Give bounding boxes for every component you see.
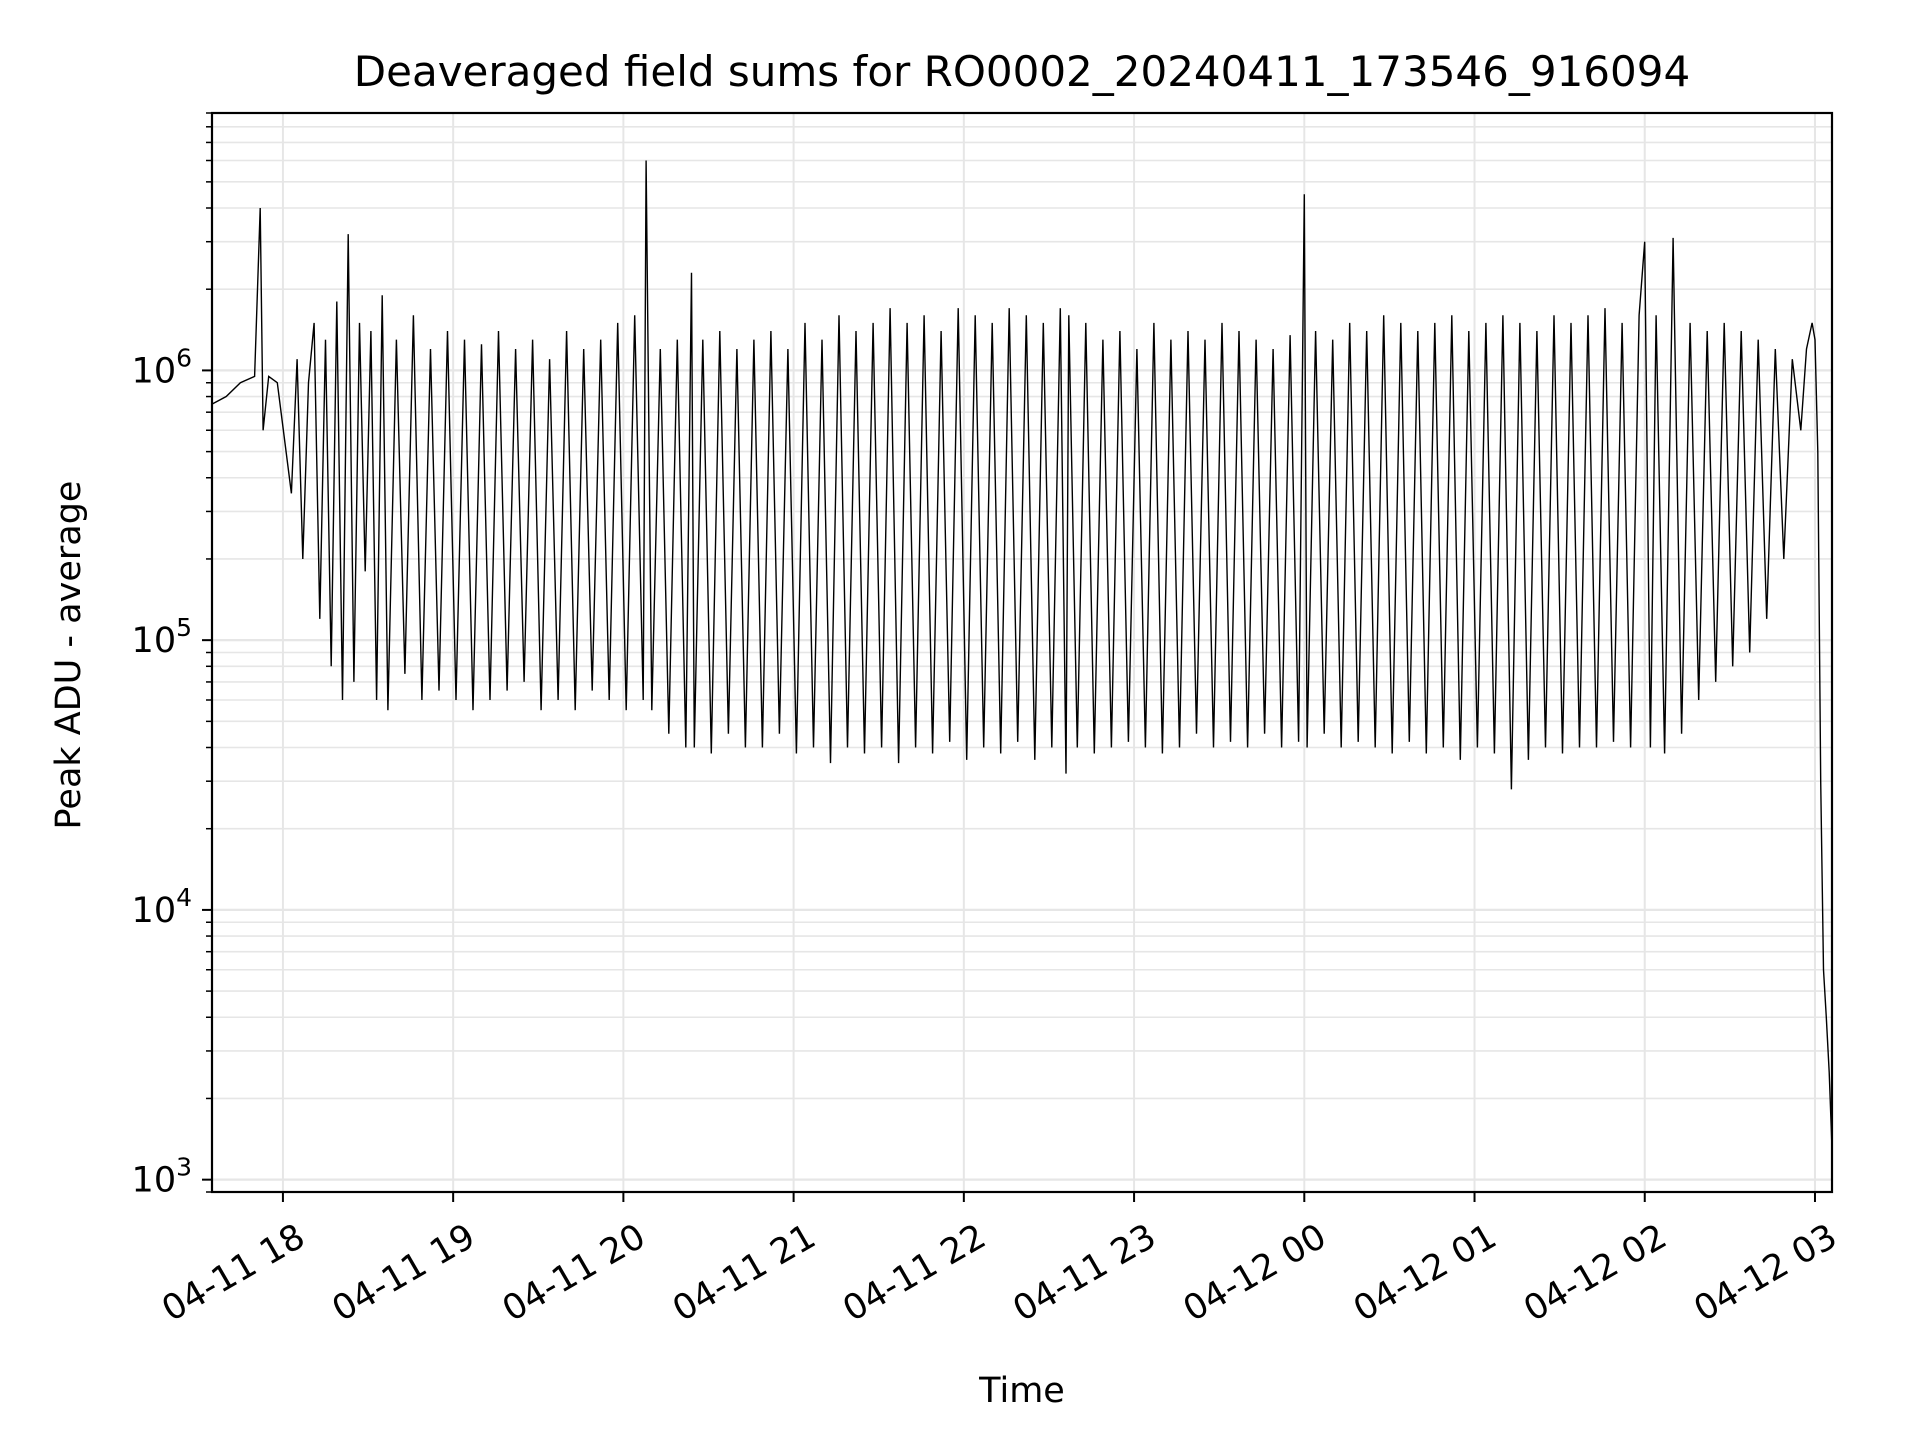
y-tick-label: 104 xyxy=(132,883,192,931)
y-tick-label: 105 xyxy=(132,613,192,661)
x-axis-label: Time xyxy=(978,1371,1065,1411)
series-line xyxy=(211,160,1833,1149)
y-tick-label: 106 xyxy=(132,343,192,391)
y-axis-label: Peak ADU - average xyxy=(49,481,89,830)
y-tick-label: 103 xyxy=(132,1153,192,1201)
chart-title: Deaveraged field sums for RO0002_2024041… xyxy=(354,47,1690,96)
data-layer xyxy=(211,160,1833,1149)
